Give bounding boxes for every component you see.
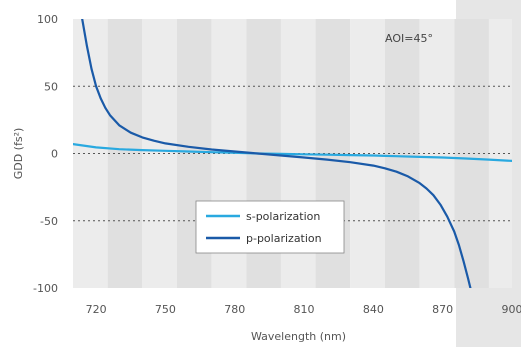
y-tick-label: 0 [51, 148, 58, 161]
legend-box [195, 200, 345, 254]
x-tick-label: 840 [363, 303, 384, 316]
x-tick-label: 870 [432, 303, 453, 316]
x-tick-label: 750 [155, 303, 176, 316]
y-tick-label: 50 [44, 80, 58, 93]
x-tick-label: 900 [502, 303, 521, 316]
x-axis-title: Wavelength (nm) [251, 330, 346, 343]
gridlines [73, 85, 512, 222]
series-line-p-polarization [81, 19, 472, 288]
legend: s-polarization p-polarization [195, 200, 345, 254]
y-axis-title: GDD (fs²) [12, 128, 25, 180]
legend-label-p-polarization: p-polarization [246, 232, 322, 245]
aoi-annotation: AOI=45° [385, 32, 433, 45]
series-line-s-polarization [73, 143, 512, 162]
x-tick-labels: 720 750 780 810 840 870 900 [86, 303, 521, 316]
legend-label-s-polarization: s-polarization [246, 210, 320, 223]
y-tick-label: -100 [33, 282, 58, 295]
y-tick-label: 100 [37, 13, 58, 26]
x-tick-label: 720 [86, 303, 107, 316]
x-tick-label: 780 [224, 303, 245, 316]
y-tick-label: -50 [40, 215, 58, 228]
x-tick-label: 810 [294, 303, 315, 316]
series-lines [73, 19, 512, 288]
y-tick-labels: 100 50 0 -50 -100 [33, 13, 58, 295]
